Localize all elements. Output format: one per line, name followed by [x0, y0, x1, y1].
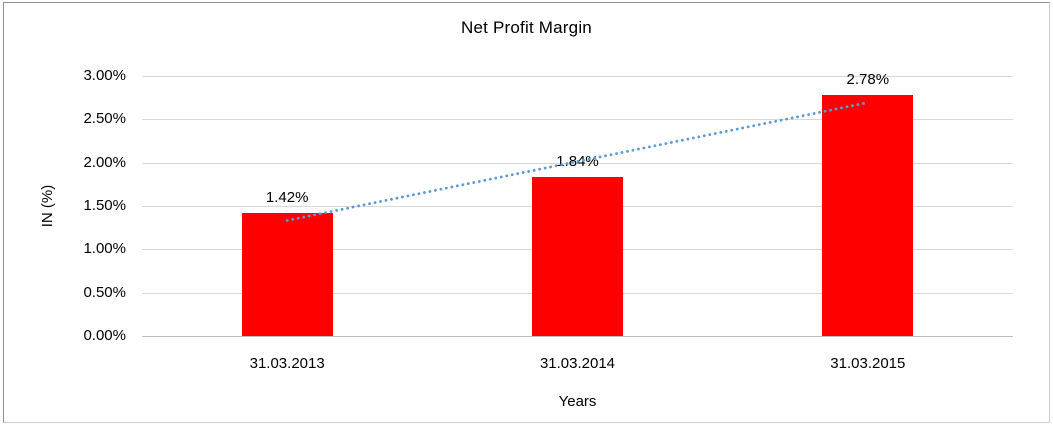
- data-label: 2.78%: [846, 71, 890, 89]
- bar: [822, 95, 914, 336]
- x-tick-label: 31.03.2014: [539, 355, 616, 372]
- data-label: 1.42%: [265, 188, 309, 206]
- y-tick-label: 0.50%: [83, 283, 126, 301]
- x-tick-label: 31.03.2015: [830, 355, 906, 372]
- bar: [532, 176, 623, 336]
- y-tick-label: 2.50%: [83, 110, 126, 128]
- y-tick-label: 2.00%: [83, 153, 126, 171]
- bar: [241, 212, 333, 336]
- gridline: [142, 76, 1013, 77]
- x-axis-line: [142, 336, 1013, 337]
- y-tick-label: 3.00%: [83, 67, 126, 84]
- chart-title: Net Profit Margin: [461, 18, 592, 37]
- y-tick-label: 1.50%: [83, 197, 126, 214]
- plot-area: 1.42%1.84%2.78%: [142, 71, 1013, 337]
- y-tick-label: 1.00%: [83, 240, 126, 258]
- trendline-line: [285, 101, 870, 222]
- gridline: [142, 162, 1013, 164]
- trendline: [285, 101, 870, 222]
- x-tick-label: 31.03.2013: [249, 355, 325, 372]
- x-axis-title: Years: [558, 393, 597, 410]
- gridline: [142, 119, 1013, 121]
- y-tick-label: 0.00%: [83, 327, 126, 344]
- chart-frame: Net Profit Margin IN (%) 1.42%1.84%2.78%…: [3, 2, 1050, 423]
